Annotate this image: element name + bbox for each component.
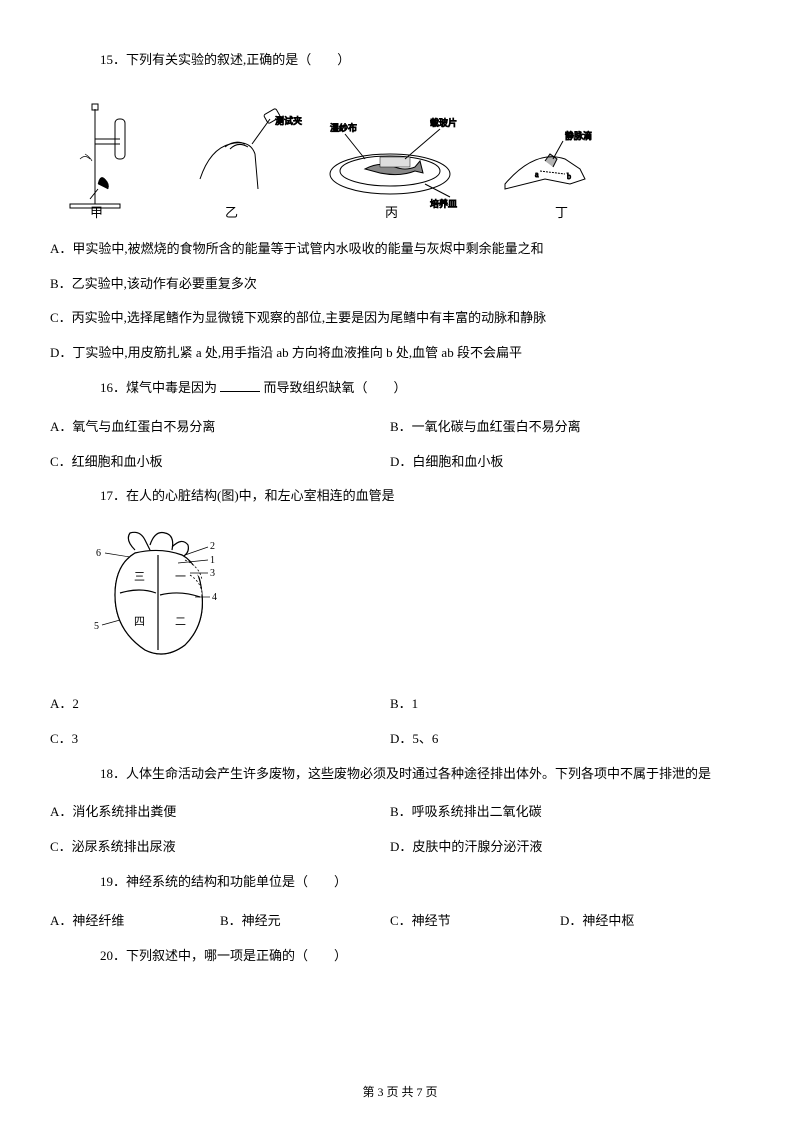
q16-stem-pre: 16．煤气中毒是因为 [100, 380, 217, 395]
q19-stem: 19．神经系统的结构和功能单位是（ ） [100, 872, 750, 893]
q16-blank [220, 379, 260, 392]
q17-option-b: B．1 [390, 694, 750, 715]
q16-option-d: D．白细胞和血小板 [390, 452, 750, 473]
page-footer: 第 3 页 共 7 页 [0, 1083, 800, 1102]
q15-option-a: A．甲实验中,被燃烧的食物所含的能量等于试管内水吸收的能量与灰烬中剩余能量之和 [50, 239, 750, 260]
q19-option-c: C．神经节 [390, 911, 560, 932]
svg-text:二: 二 [175, 616, 186, 628]
q15-anno-c-slide: 载玻片 [430, 117, 457, 128]
q16-option-a: A．氧气与血红蛋白不易分离 [50, 417, 390, 438]
q18-stem: 18．人体生命活动会产生许多废物，这些废物必须及时通过各种途径排出体外。下列各项… [100, 764, 750, 785]
svg-text:3: 3 [210, 568, 215, 579]
q20-stem: 20．下列叙述中，哪一项是正确的（ ） [100, 946, 750, 967]
q19-option-b: B．神经元 [220, 911, 390, 932]
q18-option-c: C．泌尿系统排出尿液 [50, 837, 390, 858]
q15-anno-c-dish: 培养皿 [430, 198, 457, 209]
q17-option-d: D．5、6 [390, 729, 750, 750]
q15-option-b: B．乙实验中,该动作有必要重复多次 [50, 274, 750, 295]
q17-option-a: A．2 [50, 694, 390, 715]
q17-stem: 17．在人的心脏结构(图)中，和左心室相连的血管是 [100, 486, 750, 507]
q15-label-d: 丁 [555, 205, 568, 219]
q16-option-b: B．一氧化碳与血红蛋白不易分离 [390, 417, 750, 438]
svg-text:三: 三 [134, 571, 145, 583]
q19-option-a: A．神经纤维 [50, 911, 220, 932]
q19-option-d: D．神经中枢 [560, 911, 730, 932]
q15-label-b: 乙 [225, 205, 238, 219]
q15-figure: 甲 测试夹 乙 湿纱布 载玻片 培养皿 丙 [50, 89, 750, 219]
q15-label-a: 甲 [90, 205, 103, 219]
svg-text:6: 6 [96, 548, 101, 559]
svg-text:4: 4 [212, 592, 217, 603]
q15-anno-c-wet: 湿纱布 [330, 122, 357, 133]
q15-option-c: C．丙实验中,选择尾鳍作为显微镜下观察的部位,主要是因为尾鳍中有丰富的动脉和静脉 [50, 308, 750, 329]
svg-text:四: 四 [134, 616, 145, 628]
q18-option-d: D．皮肤中的汗腺分泌汗液 [390, 837, 750, 858]
q17-option-c: C．3 [50, 729, 390, 750]
svg-text:a: a [535, 170, 539, 179]
q18-option-a: A．消化系统排出粪便 [50, 802, 390, 823]
q16-stem-post: 而导致组织缺氧（ ） [264, 380, 407, 395]
svg-text:1: 1 [210, 555, 215, 566]
q15-anno-b: 测试夹 [275, 115, 302, 126]
q16-stem: 16．煤气中毒是因为 而导致组织缺氧（ ） [100, 378, 750, 399]
q15-anno-d: 静脉滴 [565, 130, 592, 141]
q18-option-b: B．呼吸系统排出二氧化碳 [390, 802, 750, 823]
q15-option-d: D．丁实验中,用皮筋扎紧 a 处,用手指沿 ab 方向将血液推向 b 处,血管 … [50, 343, 750, 364]
q15-stem: 15．下列有关实验的叙述,正确的是（ ） [100, 50, 750, 71]
q17-figure: 2 1 3 4 5 6 三 一 四 二 [90, 525, 750, 672]
q15-label-c: 丙 [385, 205, 398, 219]
q16-option-c: C．红细胞和血小板 [50, 452, 390, 473]
svg-text:一: 一 [175, 571, 186, 583]
svg-text:2: 2 [210, 541, 215, 552]
svg-text:5: 5 [94, 621, 99, 632]
svg-text:b: b [567, 172, 571, 181]
